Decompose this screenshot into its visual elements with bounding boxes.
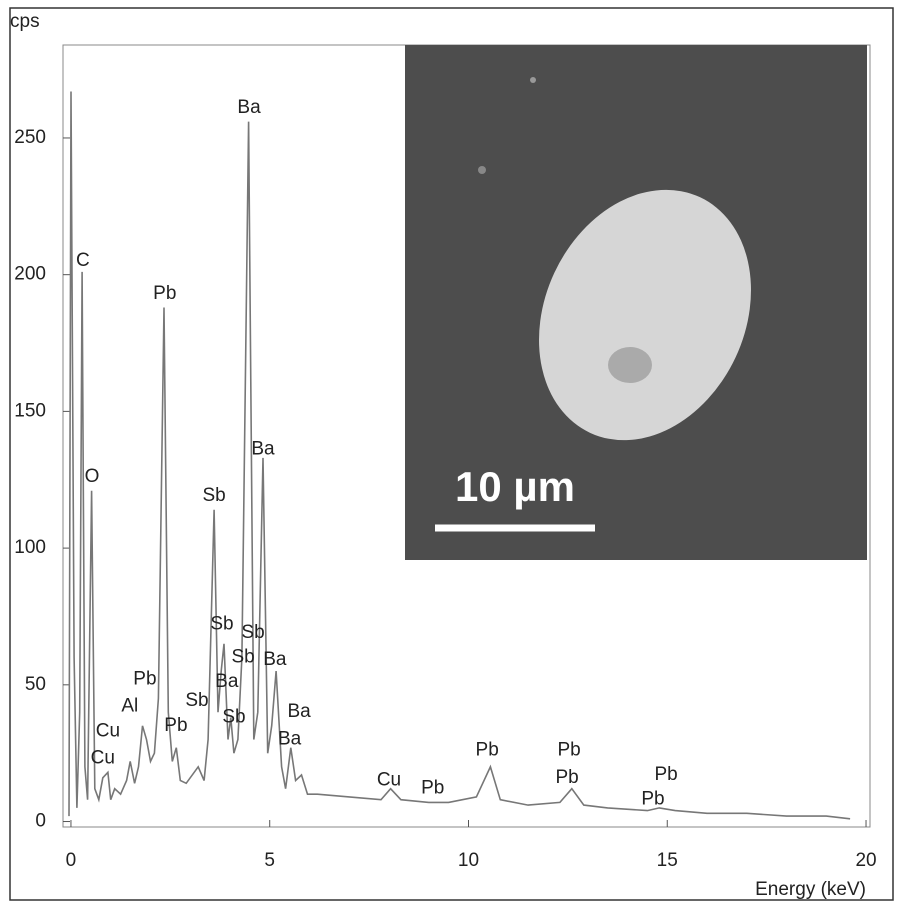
x-axis-label: Energy (keV) (755, 879, 866, 900)
peak-label: Ba (251, 439, 275, 460)
peak-label: Al (121, 696, 138, 717)
inset-image: 10 µm (405, 45, 867, 560)
peak-label: Sb (231, 646, 254, 667)
peak-label: Ba (263, 649, 287, 670)
particle (539, 189, 751, 441)
peak-label: C (76, 250, 90, 271)
frame (9, 7, 894, 901)
peak-label: Sb (222, 707, 245, 728)
peak-label: Sb (202, 485, 225, 506)
peak-label: Pb (557, 739, 580, 760)
x-tick-label: 15 (657, 850, 678, 871)
peak-label: Ba (237, 97, 261, 118)
peak-label: Cu (91, 748, 115, 769)
speck (478, 166, 486, 174)
peak-label: Ba (215, 671, 239, 692)
y-tick-label: 250 (14, 127, 46, 148)
peak-label: Sb (241, 622, 264, 643)
y-tick-label: 150 (14, 400, 46, 421)
y-tick-label: 0 (35, 811, 46, 832)
peak-label: Pb (654, 764, 677, 785)
peak-label: Pb (153, 283, 176, 304)
scale-label: 10 µm (455, 463, 575, 510)
y-axis-label: cps (10, 11, 40, 32)
peak-label: Sb (185, 690, 208, 711)
y-tick-label: 50 (25, 674, 46, 695)
spectrum-line (68, 91, 851, 820)
peak-label: Sb (210, 614, 233, 635)
x-tick-label: 5 (264, 850, 275, 871)
peak-label: Ba (288, 701, 312, 722)
speck (530, 77, 536, 83)
x-tick-label: 0 (66, 850, 77, 871)
particle-pit (608, 347, 652, 383)
peak-label: Pb (476, 739, 499, 760)
y-tick-label: 100 (14, 537, 46, 558)
peak-label: Pb (421, 778, 444, 799)
peak-label: Pb (641, 789, 664, 810)
peak-label: Pb (555, 767, 578, 788)
peak-label: Pb (133, 668, 156, 689)
peak-label: Pb (164, 715, 187, 736)
peak-label: Cu (377, 770, 401, 791)
x-tick-label: 20 (855, 850, 876, 871)
peak-label: Ba (278, 729, 302, 750)
peak-label: O (85, 466, 100, 487)
y-tick-label: 200 (14, 264, 46, 285)
peak-label: Cu (96, 720, 120, 741)
x-tick-label: 10 (458, 850, 479, 871)
